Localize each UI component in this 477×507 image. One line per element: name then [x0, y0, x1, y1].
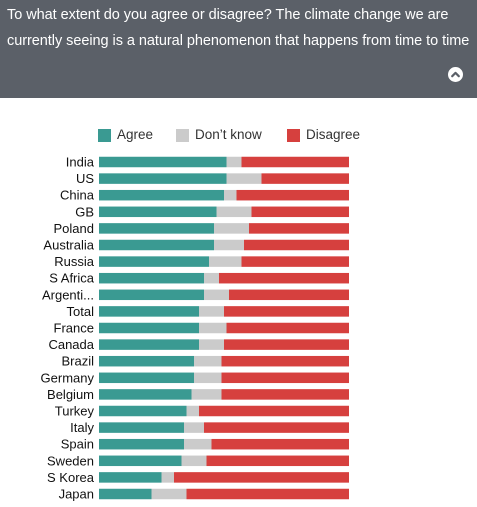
bar-segment-dont-know — [214, 239, 244, 251]
bar-segment-disagree — [199, 405, 349, 417]
category-label: S Korea — [47, 470, 95, 485]
bar-segment-dont-know — [199, 322, 227, 334]
bar-segment-disagree — [251, 206, 349, 218]
bar-segment-disagree — [221, 355, 349, 367]
bar-segment-disagree — [244, 239, 349, 251]
category-label: Total — [67, 304, 95, 319]
bar-segment-agree — [99, 372, 194, 384]
question-header: To what extent do you agree or disagree?… — [0, 0, 477, 98]
bar-segment-disagree — [229, 289, 349, 301]
bar-segment-dont-know — [191, 389, 222, 400]
bar-segment-agree — [99, 306, 199, 317]
legend-label-dont-know: Don’t know — [195, 127, 262, 142]
bar-segment-agree — [99, 472, 162, 483]
bar-segment-dont-know — [224, 189, 237, 201]
bar-segment-disagree — [174, 472, 349, 483]
legend-swatch-disagree — [287, 129, 300, 142]
bar-segment-disagree — [206, 455, 349, 467]
legend-swatch-dont-know — [176, 129, 189, 142]
bar-segment-dont-know — [199, 306, 224, 317]
bar-segment-disagree — [221, 389, 349, 400]
legend-label-agree: Agree — [117, 127, 154, 142]
bar-segment-dont-know — [216, 206, 252, 218]
category-label: GB — [75, 204, 94, 219]
bar-segment-agree — [99, 405, 187, 417]
category-label: Japan — [59, 487, 94, 502]
bar-segment-agree — [99, 173, 227, 184]
question-line-1: To what extent do you agree or disagree?… — [7, 7, 449, 23]
bar-segment-dont-know — [204, 289, 229, 301]
bar-segment-agree — [99, 223, 214, 234]
bar-segment-disagree — [186, 488, 349, 500]
bar-segment-disagree — [241, 156, 349, 168]
category-label: Turkey — [55, 404, 95, 419]
bar-segment-agree — [99, 322, 199, 334]
bar-segment-disagree — [221, 372, 349, 384]
bar-segment-agree — [99, 239, 214, 251]
bar-segment-agree — [99, 488, 152, 500]
chart-legend: Agree Don’t know Disagree — [0, 127, 477, 144]
category-label: Belgium — [47, 387, 94, 402]
bar-segment-dont-know — [226, 156, 242, 168]
bar-segment-disagree — [211, 438, 349, 450]
category-label: US — [76, 171, 94, 186]
bar-segment-dont-know — [184, 438, 212, 450]
legend-swatch-agree — [98, 129, 111, 142]
bar-segment-dont-know — [214, 223, 249, 234]
bar-segment-disagree — [219, 272, 349, 284]
category-label: Argenti... — [42, 287, 94, 302]
category-label: France — [54, 321, 94, 336]
bar-segment-dont-know — [151, 488, 187, 500]
bar-segment-agree — [99, 455, 182, 467]
category-label: Sweden — [47, 453, 94, 468]
category-label: Poland — [54, 221, 94, 236]
category-label: Italy — [70, 420, 94, 435]
bar-segment-agree — [99, 272, 204, 284]
bar-segment-agree — [99, 438, 184, 450]
bar-segment-dont-know — [209, 256, 242, 267]
bar-segment-agree — [99, 189, 224, 201]
bar-segment-disagree — [224, 306, 349, 317]
category-label: India — [66, 155, 95, 170]
category-label: Russia — [54, 254, 95, 269]
category-label: China — [60, 188, 95, 203]
question-line-2: currently seeing is a natural phenomenon… — [7, 33, 470, 49]
category-label: Spain — [61, 437, 94, 452]
category-label: Canada — [48, 337, 94, 352]
bar-segment-disagree — [224, 339, 349, 350]
category-label: Brazil — [61, 354, 94, 369]
bar-segment-disagree — [261, 173, 349, 184]
bar-segment-agree — [99, 389, 192, 400]
category-label: S Africa — [49, 271, 95, 286]
bar-segment-disagree — [241, 256, 349, 267]
bar-segment-agree — [99, 355, 194, 367]
bar-segment-dont-know — [161, 472, 174, 483]
bar-segment-dont-know — [199, 339, 224, 350]
bar-segment-agree — [99, 156, 227, 168]
chevron-up-icon[interactable] — [448, 67, 463, 82]
bar-segment-dont-know — [204, 272, 219, 284]
bar-segment-agree — [99, 422, 184, 433]
category-label: Australia — [43, 238, 94, 253]
bar-segment-agree — [99, 339, 199, 350]
bar-segment-disagree — [204, 422, 349, 433]
bar-segment-dont-know — [186, 405, 199, 417]
bar-segment-agree — [99, 289, 204, 301]
bar-segment-disagree — [226, 322, 349, 334]
bar-segment-agree — [99, 206, 217, 218]
bar-segment-disagree — [249, 223, 349, 234]
bar-segment-disagree — [236, 189, 349, 201]
bar-segment-dont-know — [181, 455, 207, 467]
legend-label-disagree: Disagree — [306, 127, 361, 142]
bar-segment-dont-know — [226, 173, 262, 184]
bar-segment-dont-know — [194, 355, 222, 367]
category-label: Germany — [41, 370, 95, 385]
bar-segment-dont-know — [184, 422, 204, 433]
bar-segment-dont-know — [194, 372, 222, 384]
bar-segment-agree — [99, 256, 209, 267]
